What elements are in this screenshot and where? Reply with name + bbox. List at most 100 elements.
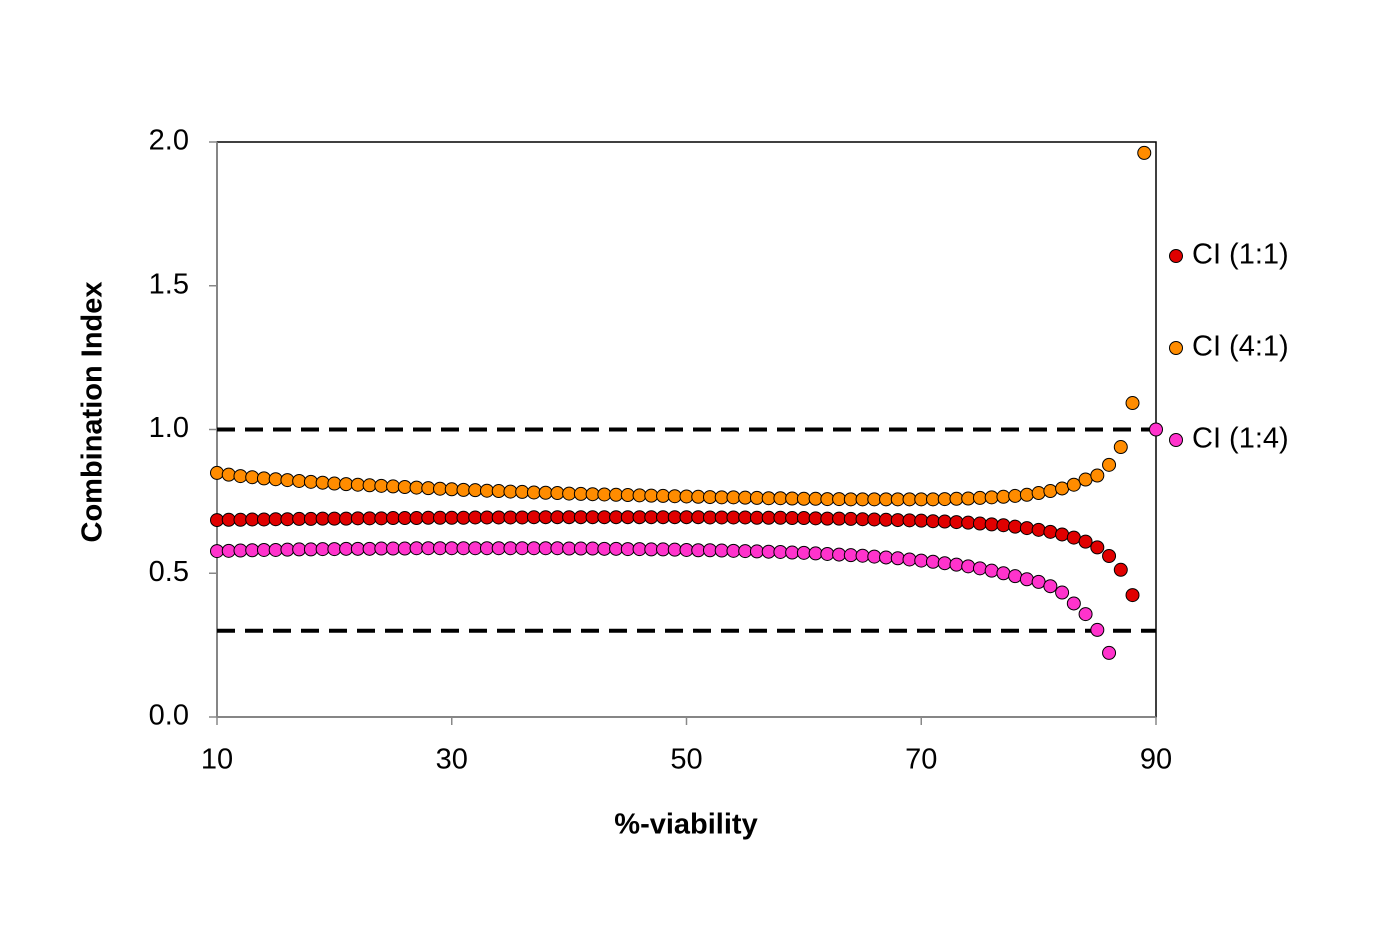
- point: [879, 550, 894, 565]
- point: [632, 488, 647, 503]
- point: [1043, 524, 1058, 539]
- point: [1078, 534, 1093, 549]
- point: [1043, 484, 1058, 499]
- point: [714, 510, 729, 525]
- point: [820, 546, 835, 561]
- point: [468, 510, 483, 525]
- point: [233, 512, 248, 527]
- point: [691, 543, 706, 558]
- y-tick-label: 1.5: [149, 268, 189, 300]
- point: [1031, 522, 1046, 537]
- y-tick-label: 1.0: [149, 412, 189, 444]
- point: [327, 542, 342, 557]
- x-tick-label: 50: [670, 744, 702, 776]
- point: [386, 541, 401, 556]
- point: [820, 511, 835, 526]
- point: [949, 491, 964, 506]
- point: [796, 545, 811, 560]
- point: [761, 491, 776, 506]
- x-axis-label: %-viability: [614, 809, 757, 841]
- point: [738, 510, 753, 525]
- point: [374, 511, 389, 526]
- point: [374, 541, 389, 556]
- point: [1078, 472, 1093, 487]
- point: [925, 492, 940, 507]
- point: [597, 510, 612, 525]
- point: [714, 543, 729, 558]
- point: [785, 545, 800, 560]
- point: [491, 510, 506, 525]
- point: [444, 482, 459, 497]
- point: [691, 489, 706, 504]
- point: [679, 542, 694, 557]
- point: [843, 492, 858, 507]
- point: [984, 517, 999, 532]
- point: [843, 548, 858, 563]
- point: [573, 486, 588, 501]
- point: [292, 542, 307, 557]
- point: [573, 541, 588, 556]
- point: [796, 491, 811, 506]
- point: [1031, 574, 1046, 589]
- point: [785, 511, 800, 526]
- point: [726, 543, 741, 558]
- point: [362, 541, 377, 556]
- point: [867, 549, 882, 564]
- point: [210, 465, 224, 480]
- point: [679, 489, 694, 504]
- point: [280, 473, 295, 488]
- point: [1066, 596, 1081, 611]
- point: [1008, 519, 1023, 534]
- point: [609, 487, 624, 502]
- point: [620, 542, 635, 557]
- point: [421, 481, 436, 496]
- point: [808, 491, 823, 506]
- point: [1149, 422, 1163, 437]
- point: [972, 516, 987, 531]
- point: [855, 492, 870, 507]
- point: [785, 491, 800, 506]
- point: [691, 510, 706, 525]
- legend-label: CI (4:1): [1192, 331, 1289, 363]
- point: [984, 563, 999, 578]
- point: [914, 553, 929, 568]
- point: [409, 511, 424, 526]
- point: [221, 543, 236, 558]
- point: [949, 557, 964, 572]
- point: [303, 474, 318, 489]
- point: [890, 513, 905, 528]
- point: [1066, 530, 1081, 545]
- point: [1090, 622, 1105, 637]
- point: [632, 542, 647, 557]
- legend-marker: [1169, 341, 1183, 355]
- point: [937, 556, 952, 571]
- point: [761, 544, 776, 559]
- point: [268, 472, 283, 487]
- point: [855, 548, 870, 563]
- point: [538, 485, 553, 500]
- point: [280, 512, 295, 527]
- point: [1055, 585, 1070, 600]
- point: [609, 541, 624, 556]
- point: [937, 514, 952, 529]
- point: [245, 512, 260, 527]
- point: [1031, 486, 1046, 501]
- point: [210, 513, 224, 528]
- point: [362, 478, 377, 493]
- point: [949, 515, 964, 530]
- point: [796, 511, 811, 526]
- point: [210, 544, 224, 559]
- point: [303, 542, 318, 557]
- point: [1055, 527, 1070, 542]
- point: [867, 512, 882, 527]
- point: [832, 492, 847, 507]
- point: [515, 510, 530, 525]
- point: [350, 541, 365, 556]
- point: [515, 484, 530, 499]
- point: [890, 551, 905, 566]
- x-tick-label: 70: [905, 744, 937, 776]
- point: [1113, 440, 1128, 455]
- legend-label: CI (1:1): [1192, 239, 1289, 271]
- point: [562, 486, 577, 501]
